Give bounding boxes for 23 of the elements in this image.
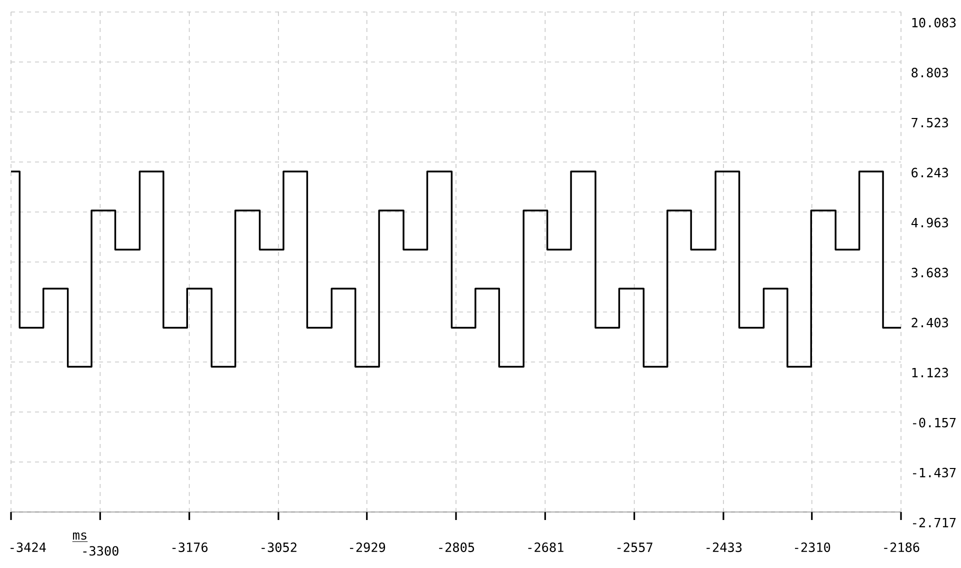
- x-tick-label: -3424: [10, 542, 46, 552]
- x-tick-label: -2186: [884, 542, 920, 552]
- y-tick-label: -1.437: [913, 468, 956, 478]
- y-tick-label: 2.403: [912, 318, 948, 328]
- y-tick-label: 6.243: [912, 168, 948, 178]
- x-tick-label: -3176: [172, 542, 208, 552]
- x-tick-label: -2929: [350, 542, 386, 552]
- y-tick-label: -2.717: [913, 518, 956, 528]
- x-tick-label: -3052: [262, 542, 296, 552]
- y-tick-label: 3.683: [912, 268, 948, 278]
- y-tick-label: 10.083: [912, 18, 956, 28]
- y-tick-label: 4.963: [911, 218, 948, 228]
- y-tick-label: -0.157: [913, 418, 956, 428]
- y-tick-label: 8.803: [912, 68, 948, 78]
- x-tick-label: -2681: [528, 542, 564, 552]
- x-axis-title: ms: [73, 532, 86, 540]
- x-tick-label: -2433: [706, 542, 742, 552]
- y-tick-label: 7.523: [912, 118, 948, 128]
- x-tick-label: -2310: [794, 542, 830, 552]
- x-tick-label: -2557: [617, 542, 652, 552]
- x-tick-label: -2805: [439, 542, 474, 552]
- y-tick-label: 1.123: [912, 368, 948, 378]
- x-tick-label: -3300: [83, 546, 118, 556]
